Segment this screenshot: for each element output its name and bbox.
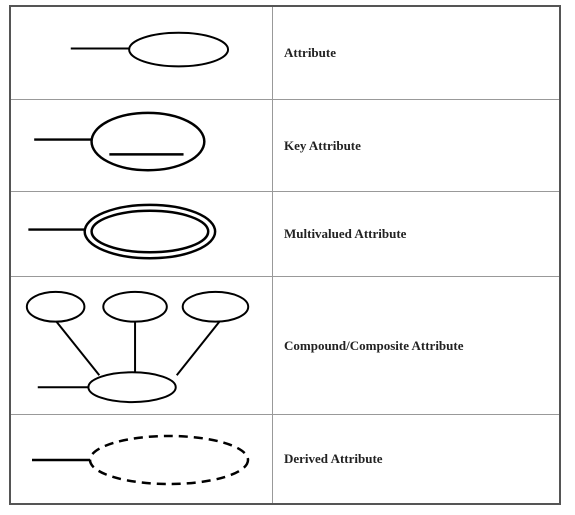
- symbol-cell: [11, 7, 273, 99]
- symbol-cell: [11, 277, 273, 414]
- row-label: Compound/Composite Attribute: [284, 337, 464, 353]
- symbol-cell: [11, 192, 273, 276]
- row-derived-attribute: Derived Attribute: [11, 415, 559, 503]
- derived-dashed-ellipse-icon: [32, 434, 250, 486]
- row-composite-attribute: Compound/Composite Attribute: [11, 277, 559, 415]
- row-multivalued-attribute: Multivalued Attribute: [11, 192, 559, 277]
- symbol-cell: [11, 415, 273, 503]
- row-attribute: Attribute: [11, 7, 559, 100]
- key-attribute-ellipse-icon: [34, 111, 206, 172]
- row-label: Multivalued Attribute: [284, 226, 407, 241]
- label-cell: Key Attribute: [273, 100, 559, 191]
- symbol-cell: [11, 100, 273, 191]
- row-key-attribute: Key Attribute: [11, 100, 559, 192]
- label-cell: Compound/Composite Attribute: [273, 277, 559, 414]
- label-cell: Derived Attribute: [273, 415, 559, 503]
- er-notation-table: Attribute Key Attribute Multivalued Attr…: [9, 5, 561, 505]
- label-cell: Multivalued Attribute: [273, 192, 559, 276]
- row-label: Attribute: [284, 45, 336, 60]
- composite-attribute-tree-icon: [25, 290, 250, 404]
- multivalued-double-ellipse-icon: [28, 203, 217, 260]
- row-label: Key Attribute: [284, 137, 361, 153]
- label-cell: Attribute: [273, 7, 559, 99]
- attribute-ellipse-icon: [70, 31, 230, 68]
- row-label: Derived Attribute: [284, 451, 383, 466]
